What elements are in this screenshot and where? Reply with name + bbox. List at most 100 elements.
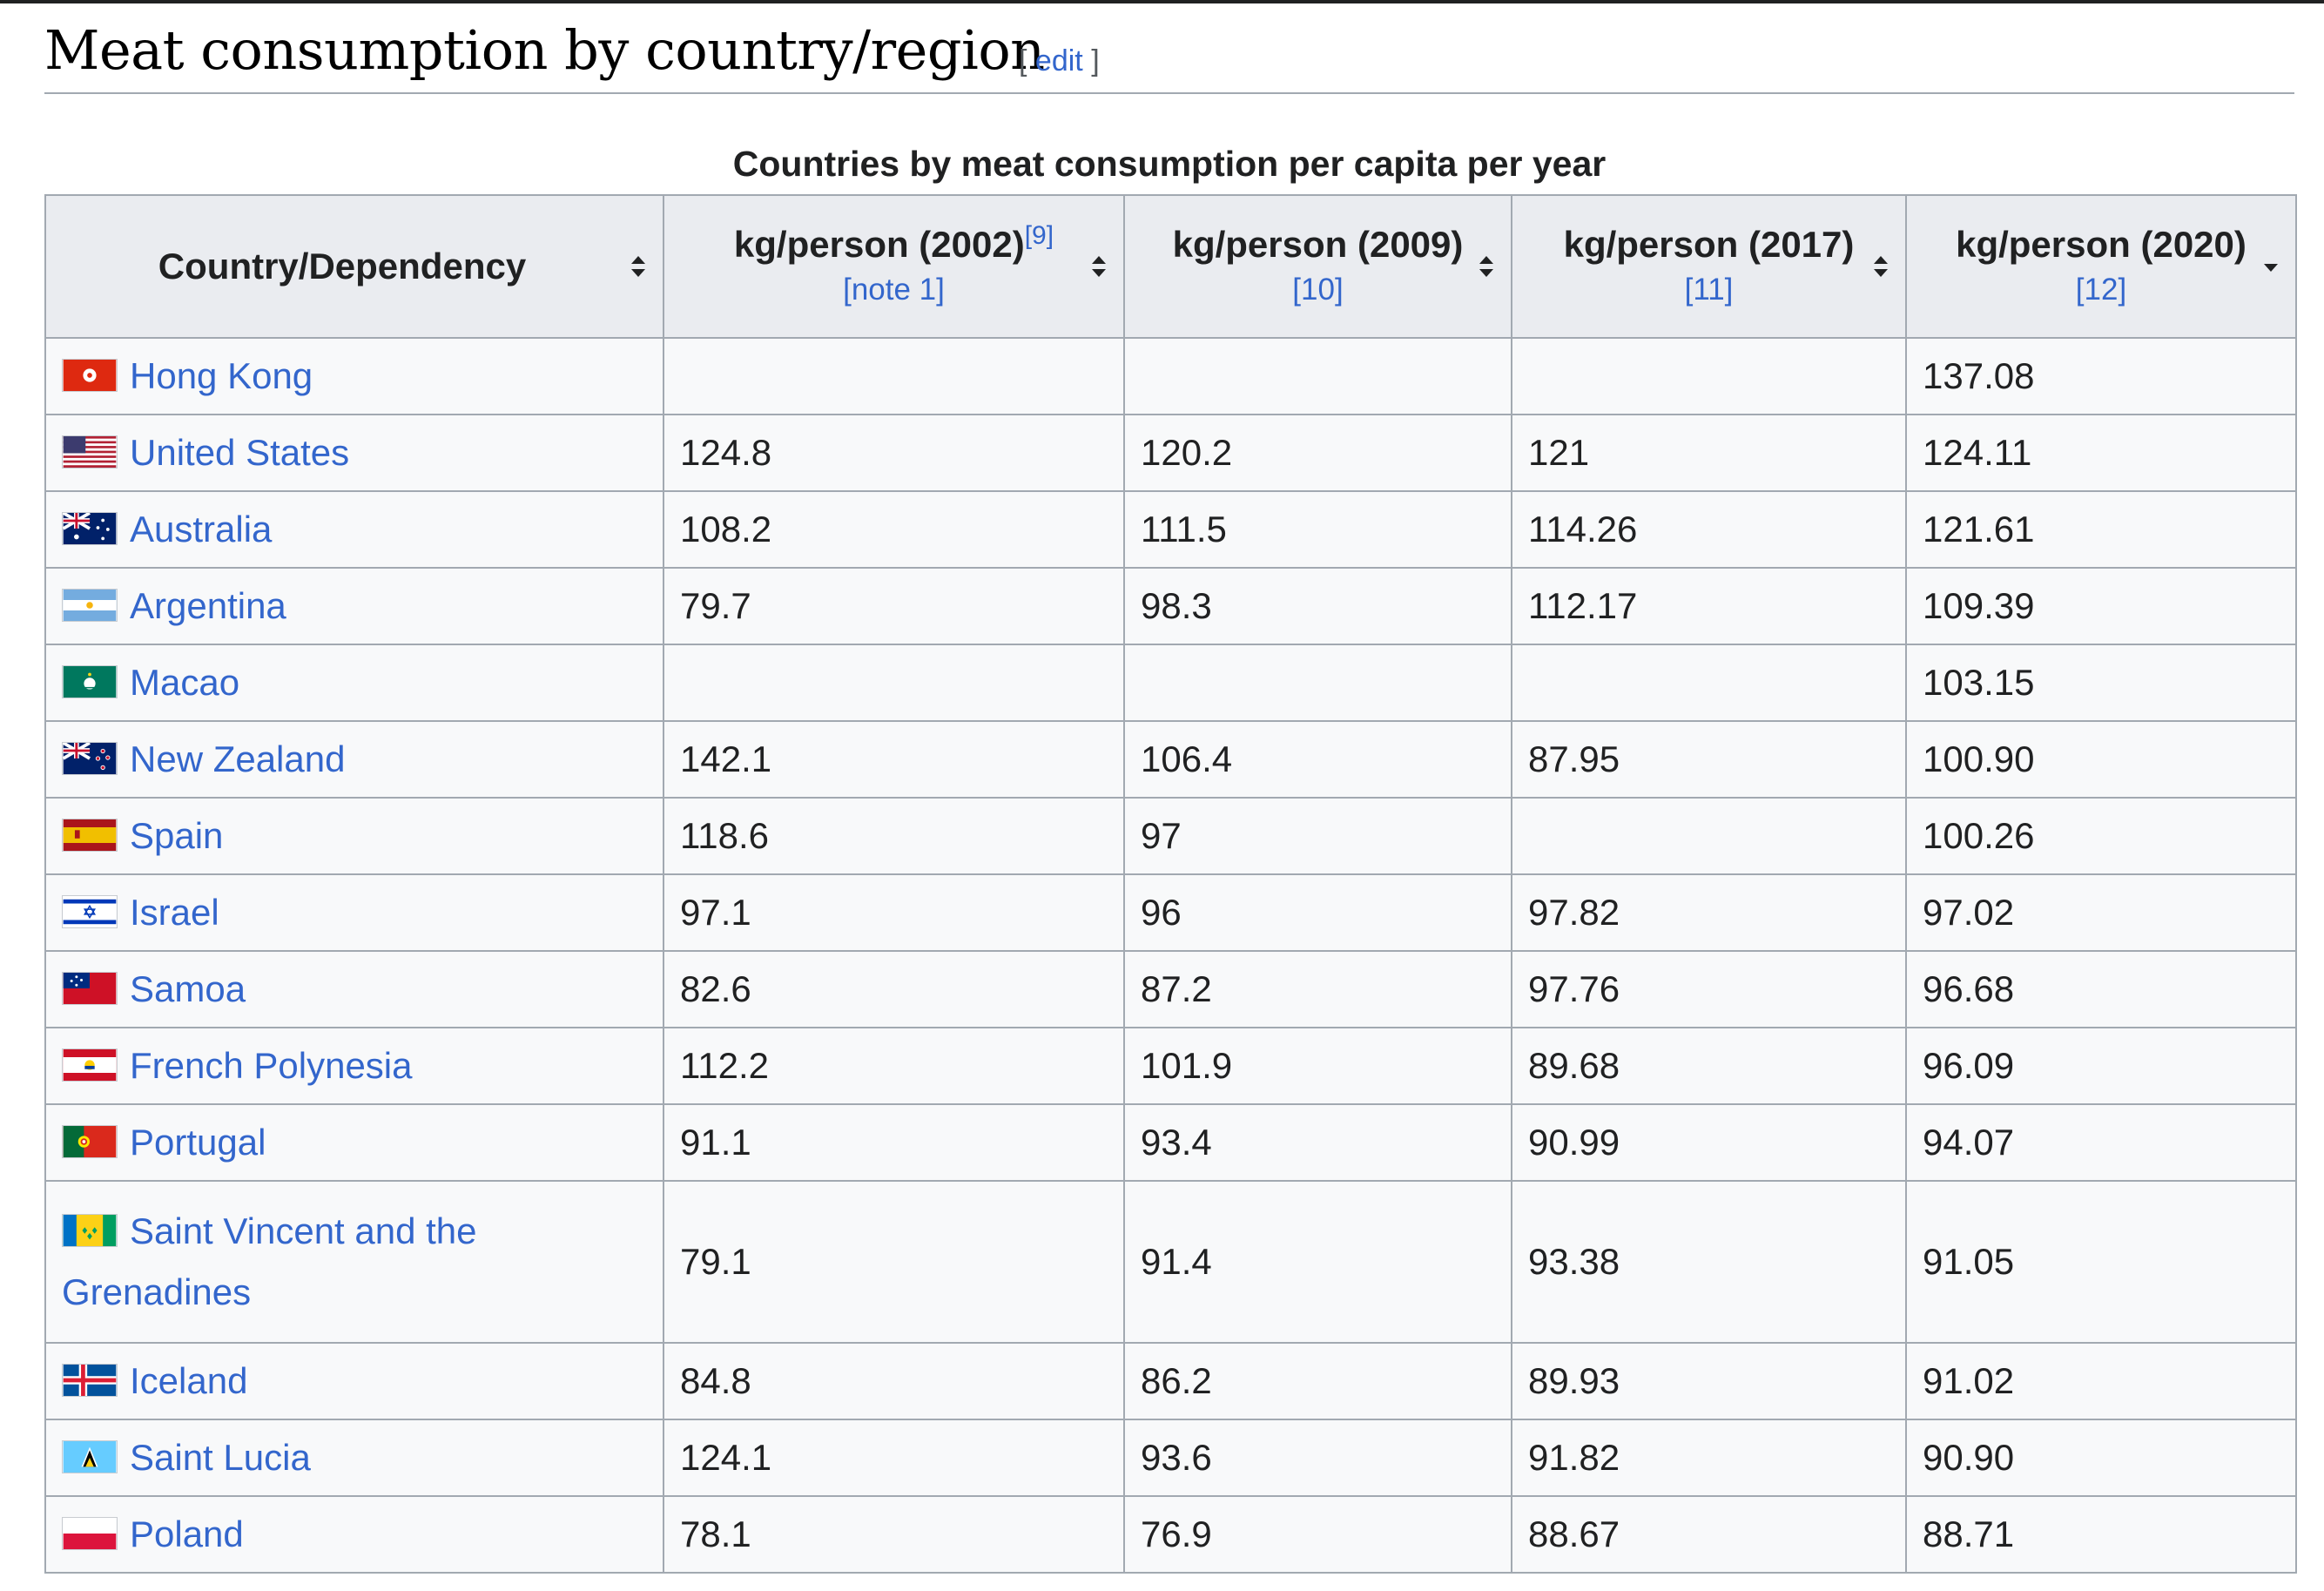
flag-french-polynesia-icon[interactable] bbox=[62, 1048, 118, 1082]
value-cell-2009: 96 bbox=[1123, 873, 1512, 952]
column-header-2009[interactable]: kg/person (2009) [10] bbox=[1123, 194, 1512, 339]
table-row: Portugal 91.1 93.4 90.99 94.07 bbox=[44, 1103, 2297, 1182]
country-cell: Argentina bbox=[44, 567, 664, 645]
country-link[interactable]: Saint Vincent and the Grenadines bbox=[62, 1210, 477, 1312]
value-cell-2002: 112.2 bbox=[663, 1027, 1125, 1105]
value-cell-2020: 96.09 bbox=[1905, 1027, 2297, 1105]
flag-iceland-icon[interactable] bbox=[62, 1364, 118, 1397]
country-cell: Saint Lucia bbox=[44, 1419, 664, 1497]
table-row: Australia 108.2 111.5 114.26 121.61 bbox=[44, 490, 2297, 569]
value-cell-2002 bbox=[663, 337, 1125, 415]
country-link[interactable]: Poland bbox=[130, 1513, 244, 1554]
value-cell-2020: 90.90 bbox=[1905, 1419, 2297, 1497]
sort-both-icon[interactable] bbox=[1478, 254, 1495, 279]
country-link[interactable]: Israel bbox=[130, 892, 219, 933]
value-cell-2009: 101.9 bbox=[1123, 1027, 1512, 1105]
country-link[interactable]: Iceland bbox=[130, 1360, 248, 1401]
value-cell-2002: 91.1 bbox=[663, 1103, 1125, 1182]
country-cell: Israel bbox=[44, 873, 664, 952]
country-cell: Poland bbox=[44, 1495, 664, 1574]
value-cell-2002: 84.8 bbox=[663, 1342, 1125, 1420]
table-row: Iceland 84.8 86.2 89.93 91.02 bbox=[44, 1342, 2297, 1420]
country-cell: Hong Kong bbox=[44, 337, 664, 415]
value-cell-2020: 109.39 bbox=[1905, 567, 2297, 645]
country-cell: French Polynesia bbox=[44, 1027, 664, 1105]
value-cell-2017: 89.93 bbox=[1511, 1342, 1907, 1420]
table-row: Saint Vincent and the Grenadines 79.1 91.4… bbox=[44, 1180, 2297, 1344]
column-note-link[interactable]: [11] bbox=[1684, 273, 1734, 307]
value-cell-2002: 124.8 bbox=[663, 414, 1125, 492]
flag-portugal-icon[interactable] bbox=[62, 1125, 118, 1158]
flag-argentina-icon[interactable] bbox=[62, 589, 118, 622]
value-cell-2017: 121 bbox=[1511, 414, 1907, 492]
table-row: Saint Lucia 124.1 93.6 91.82 90.90 bbox=[44, 1419, 2297, 1497]
edit-section: [ edit ] bbox=[1019, 35, 1100, 87]
value-cell-2017: 93.38 bbox=[1511, 1180, 1907, 1344]
value-cell-2002: 142.1 bbox=[663, 720, 1125, 799]
section-heading: Meat consumption by country/region [ edi… bbox=[44, 7, 2294, 94]
edit-link[interactable]: edit bbox=[1034, 44, 1083, 78]
column-note-link[interactable]: [12] bbox=[2075, 273, 2127, 307]
table-row: Hong Kong 137.08 bbox=[44, 337, 2297, 415]
country-link[interactable]: Australia bbox=[130, 509, 273, 549]
flag-samoa-icon[interactable] bbox=[62, 972, 118, 1005]
country-link[interactable]: Portugal bbox=[130, 1122, 266, 1163]
reference-link[interactable]: [9] bbox=[1024, 221, 1054, 250]
flag-spain-icon[interactable] bbox=[62, 819, 118, 852]
flag-saint-lucia-icon[interactable] bbox=[62, 1440, 118, 1473]
flag-new-zealand-icon[interactable] bbox=[62, 742, 118, 775]
value-cell-2017 bbox=[1511, 644, 1907, 722]
flag-australia-icon[interactable] bbox=[62, 512, 118, 545]
column-header-2020[interactable]: kg/person (2020) [12] bbox=[1905, 194, 2297, 339]
table-body: Hong Kong 137.08 United States 124.8 120.2 12… bbox=[44, 337, 2297, 1574]
value-cell-2017: 97.82 bbox=[1511, 873, 1907, 952]
column-note-link[interactable]: [10] bbox=[1292, 273, 1344, 307]
column-label: kg/person (2017) bbox=[1563, 224, 1855, 265]
value-cell-2009: 87.2 bbox=[1123, 950, 1512, 1028]
value-cell-2020: 97.02 bbox=[1905, 873, 2297, 952]
value-cell-2009 bbox=[1123, 337, 1512, 415]
table-caption: Countries by meat consumption per capita… bbox=[732, 144, 1607, 184]
top-border bbox=[0, 0, 2324, 3]
sort-descending-icon[interactable] bbox=[2262, 254, 2280, 279]
value-cell-2017 bbox=[1511, 337, 1907, 415]
value-cell-2002: 118.6 bbox=[663, 797, 1125, 875]
table-row: Macao 103.15 bbox=[44, 644, 2297, 722]
table-row: Samoa 82.6 87.2 97.76 96.68 bbox=[44, 950, 2297, 1028]
value-cell-2009: 91.4 bbox=[1123, 1180, 1512, 1344]
country-cell: Samoa bbox=[44, 950, 664, 1028]
value-cell-2017: 89.68 bbox=[1511, 1027, 1907, 1105]
flag-poland-icon[interactable] bbox=[62, 1517, 118, 1550]
sort-both-icon[interactable] bbox=[1872, 254, 1890, 279]
value-cell-2017: 87.95 bbox=[1511, 720, 1907, 799]
value-cell-2020: 121.61 bbox=[1905, 490, 2297, 569]
country-link[interactable]: Spain bbox=[130, 815, 224, 856]
value-cell-2017 bbox=[1511, 797, 1907, 875]
flag-hong-kong-icon[interactable] bbox=[62, 359, 118, 392]
country-link[interactable]: Saint Lucia bbox=[130, 1437, 311, 1478]
flag-united-states-icon[interactable] bbox=[62, 435, 118, 469]
country-link[interactable]: Argentina bbox=[130, 585, 286, 626]
value-cell-2017: 90.99 bbox=[1511, 1103, 1907, 1182]
country-link[interactable]: Hong Kong bbox=[130, 355, 313, 396]
sort-both-icon[interactable] bbox=[1090, 254, 1108, 279]
country-link[interactable]: United States bbox=[130, 432, 350, 473]
column-header-2017[interactable]: kg/person (2017) [11] bbox=[1511, 194, 1907, 339]
flag-saint-vincent-icon[interactable] bbox=[62, 1214, 118, 1247]
country-link[interactable]: Samoa bbox=[130, 968, 246, 1009]
value-cell-2020: 94.07 bbox=[1905, 1103, 2297, 1182]
column-header-2002[interactable]: kg/person (2002)[9] [note 1] bbox=[663, 194, 1125, 339]
country-link[interactable]: French Polynesia bbox=[130, 1045, 413, 1086]
country-cell: United States bbox=[44, 414, 664, 492]
flag-israel-icon[interactable] bbox=[62, 895, 118, 928]
value-cell-2020: 88.71 bbox=[1905, 1495, 2297, 1574]
country-column-header[interactable]: Country/Dependency bbox=[44, 194, 664, 339]
sort-both-icon[interactable] bbox=[630, 254, 647, 279]
column-header-text: Country/Dependency bbox=[158, 246, 526, 287]
country-link[interactable]: Macao bbox=[130, 662, 240, 703]
country-link[interactable]: New Zealand bbox=[130, 738, 346, 779]
column-note-link[interactable]: [note 1] bbox=[843, 273, 945, 307]
column-header-text: kg/person (2002)[9] bbox=[734, 221, 1054, 266]
flag-macao-icon[interactable] bbox=[62, 665, 118, 698]
edit-bracket-open: [ bbox=[1019, 44, 1027, 78]
